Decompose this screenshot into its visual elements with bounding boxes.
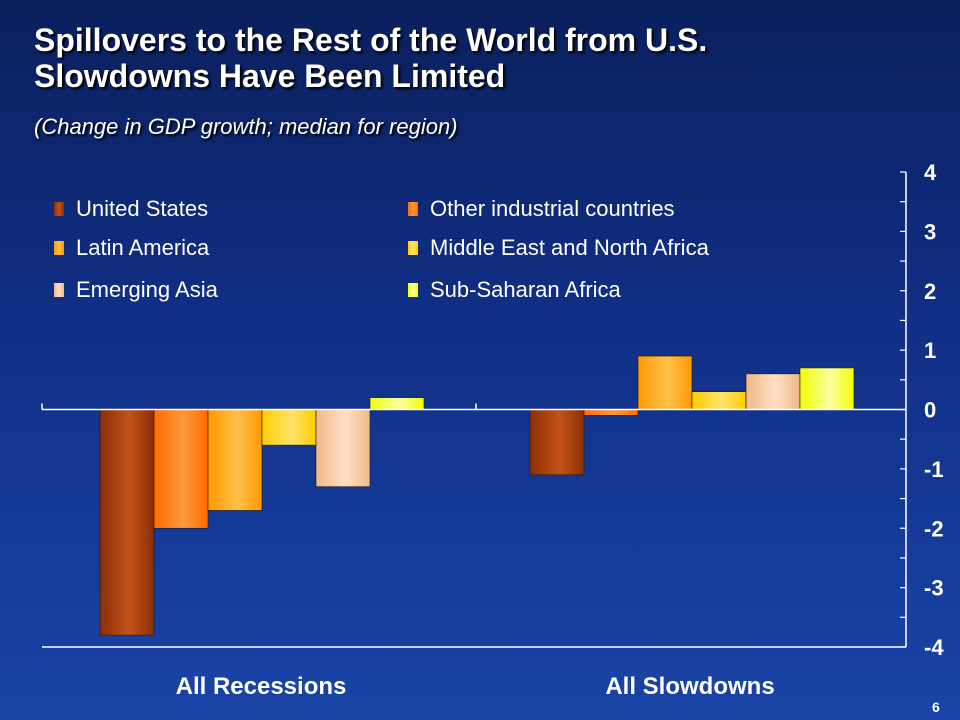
legend-label: Middle East and North Africa [430, 235, 709, 260]
legend-item: United States [54, 195, 208, 223]
legend-item: Emerging Asia [54, 276, 218, 304]
legend-label: United States [76, 196, 209, 221]
y-tick-label: 2 [924, 279, 936, 304]
bar-latin-america-all-recessions [207, 409, 263, 511]
legend-swatch [408, 202, 418, 216]
bar-other-industrial-countries-all-slowdowns [583, 409, 639, 416]
legend-item: Sub-Saharan Africa [408, 276, 621, 304]
x-category-label: All Slowdowns [605, 673, 774, 700]
legend-label: Latin America [76, 235, 210, 260]
legend-item: Latin America [54, 234, 209, 262]
legend-label: Emerging Asia [76, 277, 218, 302]
y-tick-label: 3 [924, 219, 936, 244]
bars-group [99, 355, 855, 636]
y-tick-label: 0 [924, 398, 936, 423]
bar-middle-east-and-north-africa-all-slowdowns [691, 391, 747, 410]
bar-emerging-asia-all-recessions [315, 409, 371, 487]
title-line-1: Spillovers to the Rest of the World from… [34, 22, 708, 58]
bar-sub-saharan-africa-all-recessions [369, 397, 425, 410]
legend-swatch [54, 202, 64, 216]
legend-item: Middle East and North Africa [408, 234, 709, 262]
bar-united-states-all-slowdowns [529, 409, 585, 476]
bar-united-states-all-recessions [99, 409, 155, 636]
title-line-2: Slowdowns Have Been Limited [34, 58, 506, 94]
bar-other-industrial-countries-all-recessions [153, 409, 209, 529]
y-tick-label: -3 [924, 576, 944, 601]
y-tick-label: -1 [924, 457, 944, 482]
legend-item: Other industrial countries [408, 195, 675, 223]
legend-swatch [54, 283, 64, 297]
bar-latin-america-all-slowdowns [637, 355, 693, 410]
legend-label: Other industrial countries [430, 196, 675, 221]
y-tick-label: 4 [924, 160, 937, 185]
y-tick-label: 1 [924, 338, 936, 363]
bar-sub-saharan-africa-all-slowdowns [799, 367, 855, 410]
page-number: 6 [932, 699, 940, 715]
bar-emerging-asia-all-slowdowns [745, 373, 801, 410]
legend-swatch [408, 241, 418, 255]
legend-swatch [54, 241, 64, 255]
x-category-label: All Recessions [176, 673, 347, 700]
legend-swatch [408, 283, 418, 297]
bar-middle-east-and-north-africa-all-recessions [261, 409, 317, 446]
y-tick-label: -4 [924, 635, 944, 660]
y-tick-label: -2 [924, 516, 944, 541]
legend-label: Sub-Saharan Africa [430, 277, 621, 302]
axes-group: 4 3 2 1 0 -1 -2 -3 -4 All Recessions All Slowdowns [41, 160, 944, 700]
chart-subtitle: (Change in GDP growth; median for region… [34, 114, 458, 139]
chart-title: Spillovers to the Rest of the World from… [34, 22, 707, 94]
